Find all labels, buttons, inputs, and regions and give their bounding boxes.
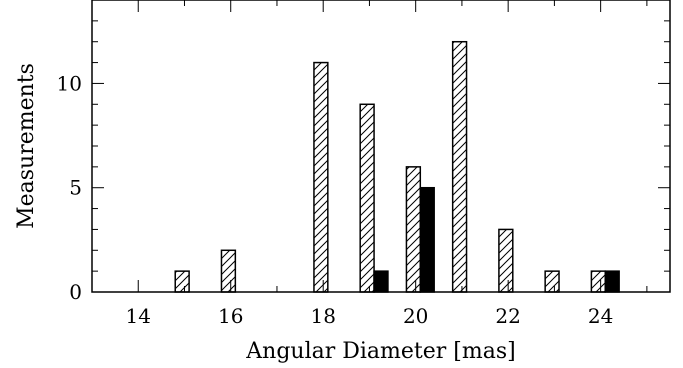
hatched-bar [220,249,237,293]
hatched-bar [451,40,468,293]
x-tick-label: 24 [588,304,613,328]
x-tick-label: 18 [310,304,335,328]
y-tick-label: 10 [57,71,82,95]
x-tick-label: 16 [218,304,243,328]
y-tick-label: 0 [69,280,82,304]
solid-bar [373,270,389,293]
solid-bar [604,270,620,293]
hatched-bar [405,166,422,293]
plot-frame [91,0,671,293]
labels-layer: 14 16 18 20 22 24 0 5 10 [57,71,614,328]
hatched-bar [590,270,607,293]
hatched-bar [359,103,375,293]
x-tick-label: 22 [495,304,520,328]
x-tick-label: 14 [126,304,151,328]
x-tick-label: 20 [403,304,428,328]
x-axis-label: Angular Diameter [mas] [245,339,515,364]
y-tick-label: 5 [69,176,82,200]
hatched-bar [174,270,190,293]
y-axis-label: Measurements [14,63,39,229]
bars-layer [174,40,620,293]
solid-bar [419,186,435,293]
hatched-bar [544,270,560,293]
hatched-bar [498,228,514,293]
hatched-bar [313,61,329,293]
ticks-layer [91,0,670,293]
